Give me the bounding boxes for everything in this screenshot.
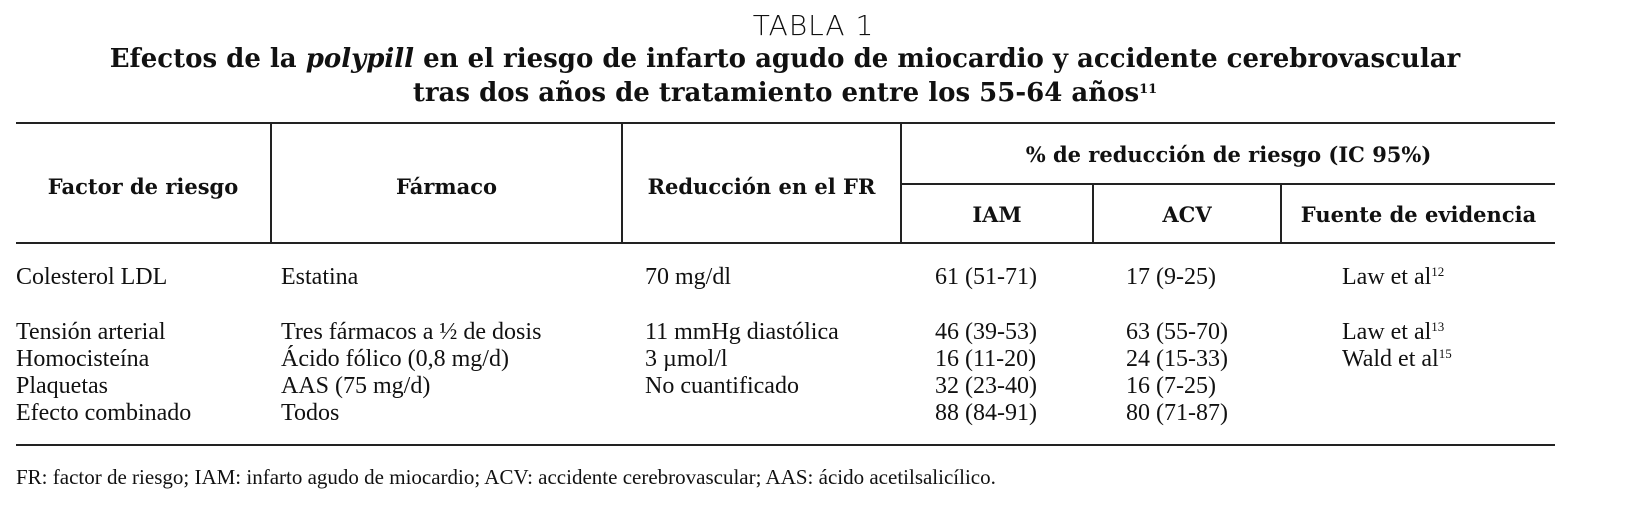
cell-reduction: 3 µmol/l (645, 346, 728, 372)
cell-drug: Todos (281, 400, 340, 426)
reference: 15 (1438, 346, 1452, 361)
cell-source: Law et al13 (1342, 319, 1445, 345)
rule (621, 122, 623, 244)
rule (900, 122, 902, 244)
header-cell: Fuente de evidencia (1300, 202, 1537, 227)
header-cell: Factor de riesgo (47, 174, 239, 199)
cell-drug: Tres fármacos a ½ de dosis (281, 319, 542, 345)
cell-drug: AAS (75 mg/d) (281, 373, 431, 399)
header-cell: IAM (972, 202, 1022, 227)
cell-iam: 61 (51-71) (935, 264, 1037, 290)
cell-factor: Homocisteína (16, 346, 150, 372)
cell-iam: 16 (11-20) (935, 346, 1037, 372)
cell-drug: Estatina (281, 264, 359, 290)
rule (901, 183, 1555, 185)
cell-factor: Efecto combinado (16, 400, 192, 426)
cell-reduction: No cuantificado (645, 373, 799, 399)
cell-factor: Plaquetas (16, 373, 108, 399)
header-cell: ACV (1162, 202, 1212, 227)
rule (16, 122, 1555, 124)
cell-iam: 32 (23-40) (935, 373, 1037, 399)
rule (1092, 184, 1094, 244)
heading-line2: tras dos años de tratamiento entre los 5… (0, 80, 1570, 106)
header-cell: Fármaco (395, 174, 498, 199)
header-cell: Reducción en el FR (647, 174, 876, 199)
reference: 13 (1431, 319, 1445, 334)
heading-italic: polypill (305, 44, 415, 74)
cell-acv: 17 (9-25) (1126, 264, 1216, 290)
cell-reduction: 11 mmHg diastólica (645, 319, 839, 345)
rule (16, 242, 1555, 244)
footnote: FR: factor de riesgo; IAM: infarto agudo… (16, 465, 996, 489)
reference: 12 (1431, 264, 1445, 279)
cell-drug: Ácido fólico (0,8 mg/d) (281, 346, 509, 372)
rule (270, 122, 272, 244)
cell-source: Wald et al15 (1342, 346, 1452, 372)
heading-text: en el riesgo de infarto agudo de miocard… (414, 44, 1461, 74)
table-title: TABLA 1 (752, 9, 875, 42)
cell-acv: 80 (71-87) (1126, 400, 1228, 426)
header-cell: % de reducción de riesgo (IC 95%) (1025, 142, 1432, 167)
cell-factor: Tensión arterial (16, 319, 166, 345)
cell-acv: 63 (55-70) (1126, 319, 1228, 345)
cell-acv: 24 (15-33) (1126, 346, 1228, 372)
heading-line1: Efectos de la polypill en el riesgo de i… (0, 46, 1570, 72)
rule (1280, 184, 1282, 244)
cell-iam: 46 (39-53) (935, 319, 1037, 345)
cell-iam: 88 (84-91) (935, 400, 1037, 426)
heading-text: Efectos de la (109, 44, 306, 74)
cell-reduction: 70 mg/dl (645, 264, 732, 290)
heading-text: tras dos años de tratamiento entre los 5… (412, 78, 1140, 108)
heading-ref: 11 (1139, 82, 1158, 97)
cell-source: Law et al12 (1342, 264, 1445, 290)
rule (16, 444, 1555, 446)
cell-acv: 16 (7-25) (1126, 373, 1216, 399)
cell-factor: Colesterol LDL (16, 264, 168, 290)
